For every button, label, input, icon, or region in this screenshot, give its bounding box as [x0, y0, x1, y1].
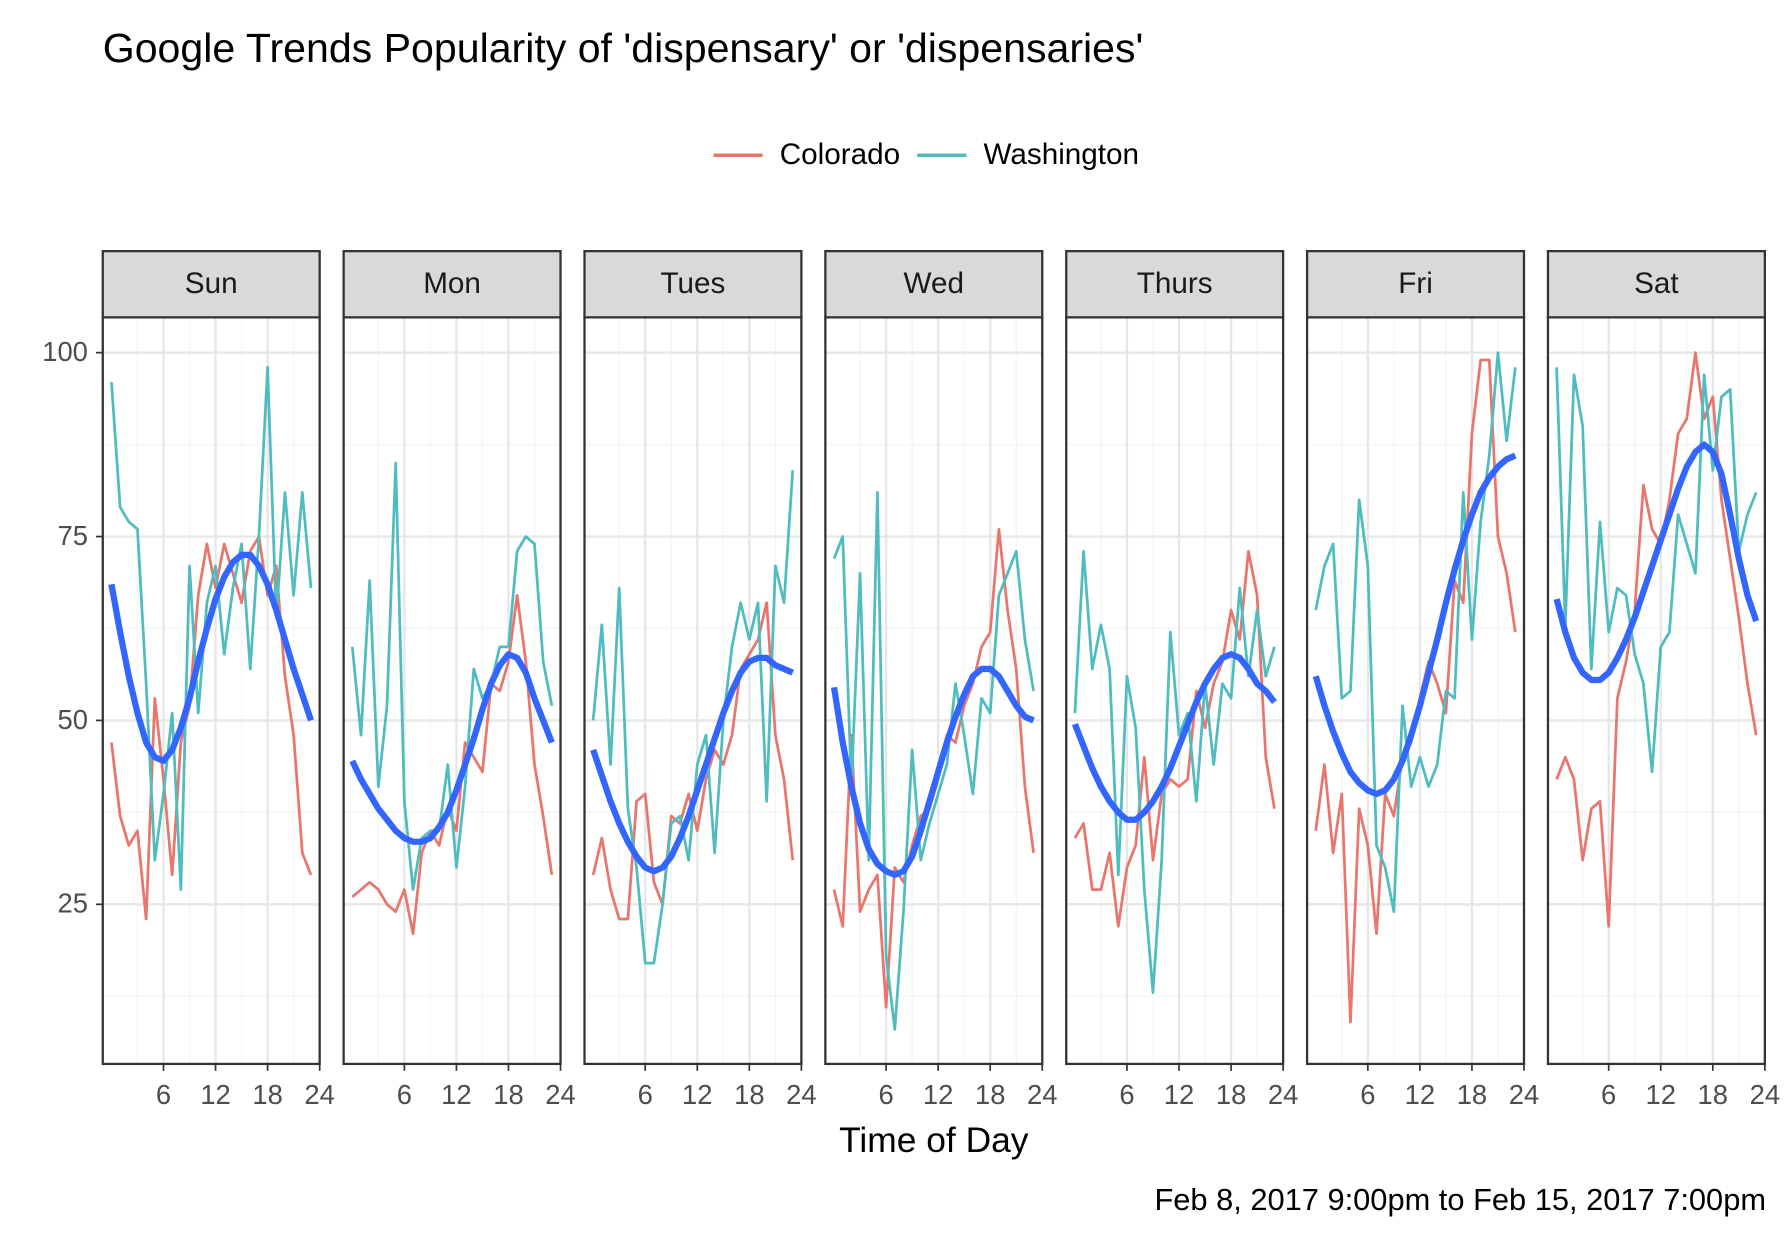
series-line [110, 365, 313, 891]
strip-label: Mon [423, 267, 481, 300]
series-line [832, 491, 1035, 1031]
series-line [1555, 351, 1758, 928]
strip-label: Sun [185, 267, 238, 300]
legend: Colorado Washington [713, 138, 1139, 171]
series-line [1073, 549, 1276, 994]
strip [342, 249, 562, 319]
smooth-line [349, 651, 555, 845]
smooth-line [1312, 452, 1517, 798]
facet-panel: 6 12 18 24 Fri [1305, 249, 1539, 1110]
smooth-line [590, 654, 794, 875]
panels: 6 12 18 24 25 50 75 100 Sun 6 12 18 24 Mon 6 12 18 24 Tues… [42, 249, 1780, 1110]
panel-background [343, 317, 561, 1064]
facet-panel: 6 12 18 24 Tues [583, 249, 817, 1110]
strip-label: Sat [1634, 267, 1679, 300]
x-tick-label: 12 [1405, 1079, 1435, 1110]
x-tick-label: 6 [1360, 1079, 1375, 1110]
x-tick-label: 24 [304, 1079, 334, 1110]
smooth-line [830, 665, 1035, 879]
x-tick-label: 6 [638, 1079, 653, 1110]
x-tick-label: 6 [156, 1079, 171, 1110]
strip [824, 249, 1044, 319]
x-tick-label: 6 [878, 1079, 893, 1110]
strip-label: Fri [1398, 267, 1433, 300]
x-tick-label: 24 [786, 1079, 816, 1110]
legend-label: Washington [983, 138, 1139, 171]
smooth-line [1071, 651, 1277, 823]
smooth-line [108, 551, 314, 765]
facet-panel: 6 12 18 24 25 50 75 100 Sun [42, 249, 335, 1110]
series-line [1555, 367, 1758, 774]
x-tick-label: 24 [1027, 1079, 1057, 1110]
series-line [350, 461, 554, 891]
x-tick-label: 18 [1457, 1079, 1487, 1110]
smooth-line [1553, 441, 1760, 684]
strip [1065, 249, 1285, 319]
strip [583, 249, 803, 319]
x-tick-label: 12 [200, 1079, 230, 1110]
facet-panel: 6 12 18 24 Sat [1546, 249, 1780, 1110]
series-line [1314, 351, 1517, 914]
strip-label: Thurs [1137, 267, 1213, 300]
strip [101, 249, 321, 319]
legend-label: Colorado [780, 138, 900, 171]
x-axis-title: Time of Day [839, 1121, 1029, 1160]
x-tick-label: 24 [1268, 1079, 1298, 1110]
y-tick-label: 100 [42, 336, 88, 367]
x-tick-label: 18 [1216, 1079, 1246, 1110]
facet-panel: 6 12 18 24 Mon [342, 249, 576, 1110]
y-tick-label: 25 [57, 888, 87, 919]
x-tick-label: 12 [682, 1079, 712, 1110]
strip [1305, 249, 1526, 319]
y-tick-label: 75 [57, 520, 87, 551]
panel-background [584, 317, 802, 1064]
strip-label: Wed [904, 267, 964, 300]
x-tick-label: 18 [734, 1079, 764, 1110]
x-tick-label: 18 [975, 1079, 1005, 1110]
x-tick-label: 18 [252, 1079, 282, 1110]
x-tick-label: 24 [1509, 1079, 1539, 1110]
x-tick-label: 12 [923, 1079, 953, 1110]
caption: Feb 8, 2017 9:00pm to Feb 15, 2017 7:00p… [1154, 1182, 1766, 1217]
panel-background [102, 317, 320, 1064]
x-tick-label: 6 [1601, 1079, 1616, 1110]
x-tick-label: 12 [1646, 1079, 1676, 1110]
chart-title: Google Trends Popularity of 'dispensary'… [103, 25, 1144, 71]
x-tick-label: 24 [1750, 1079, 1780, 1110]
x-tick-label: 6 [1119, 1079, 1134, 1110]
facet-panel: 6 12 18 24 Thurs [1065, 249, 1298, 1110]
facet-panel: 6 12 18 24 Wed [824, 249, 1057, 1110]
x-tick-label: 18 [1698, 1079, 1728, 1110]
y-tick-label: 50 [57, 704, 87, 735]
x-tick-label: 6 [397, 1079, 412, 1110]
x-tick-label: 24 [545, 1079, 575, 1110]
strip-label: Tues [661, 267, 726, 300]
panel-background [1307, 317, 1524, 1064]
series-line [1073, 549, 1276, 928]
x-tick-label: 12 [1164, 1079, 1194, 1110]
x-tick-label: 18 [493, 1079, 523, 1110]
strip [1546, 249, 1766, 319]
x-tick-label: 12 [441, 1079, 471, 1110]
